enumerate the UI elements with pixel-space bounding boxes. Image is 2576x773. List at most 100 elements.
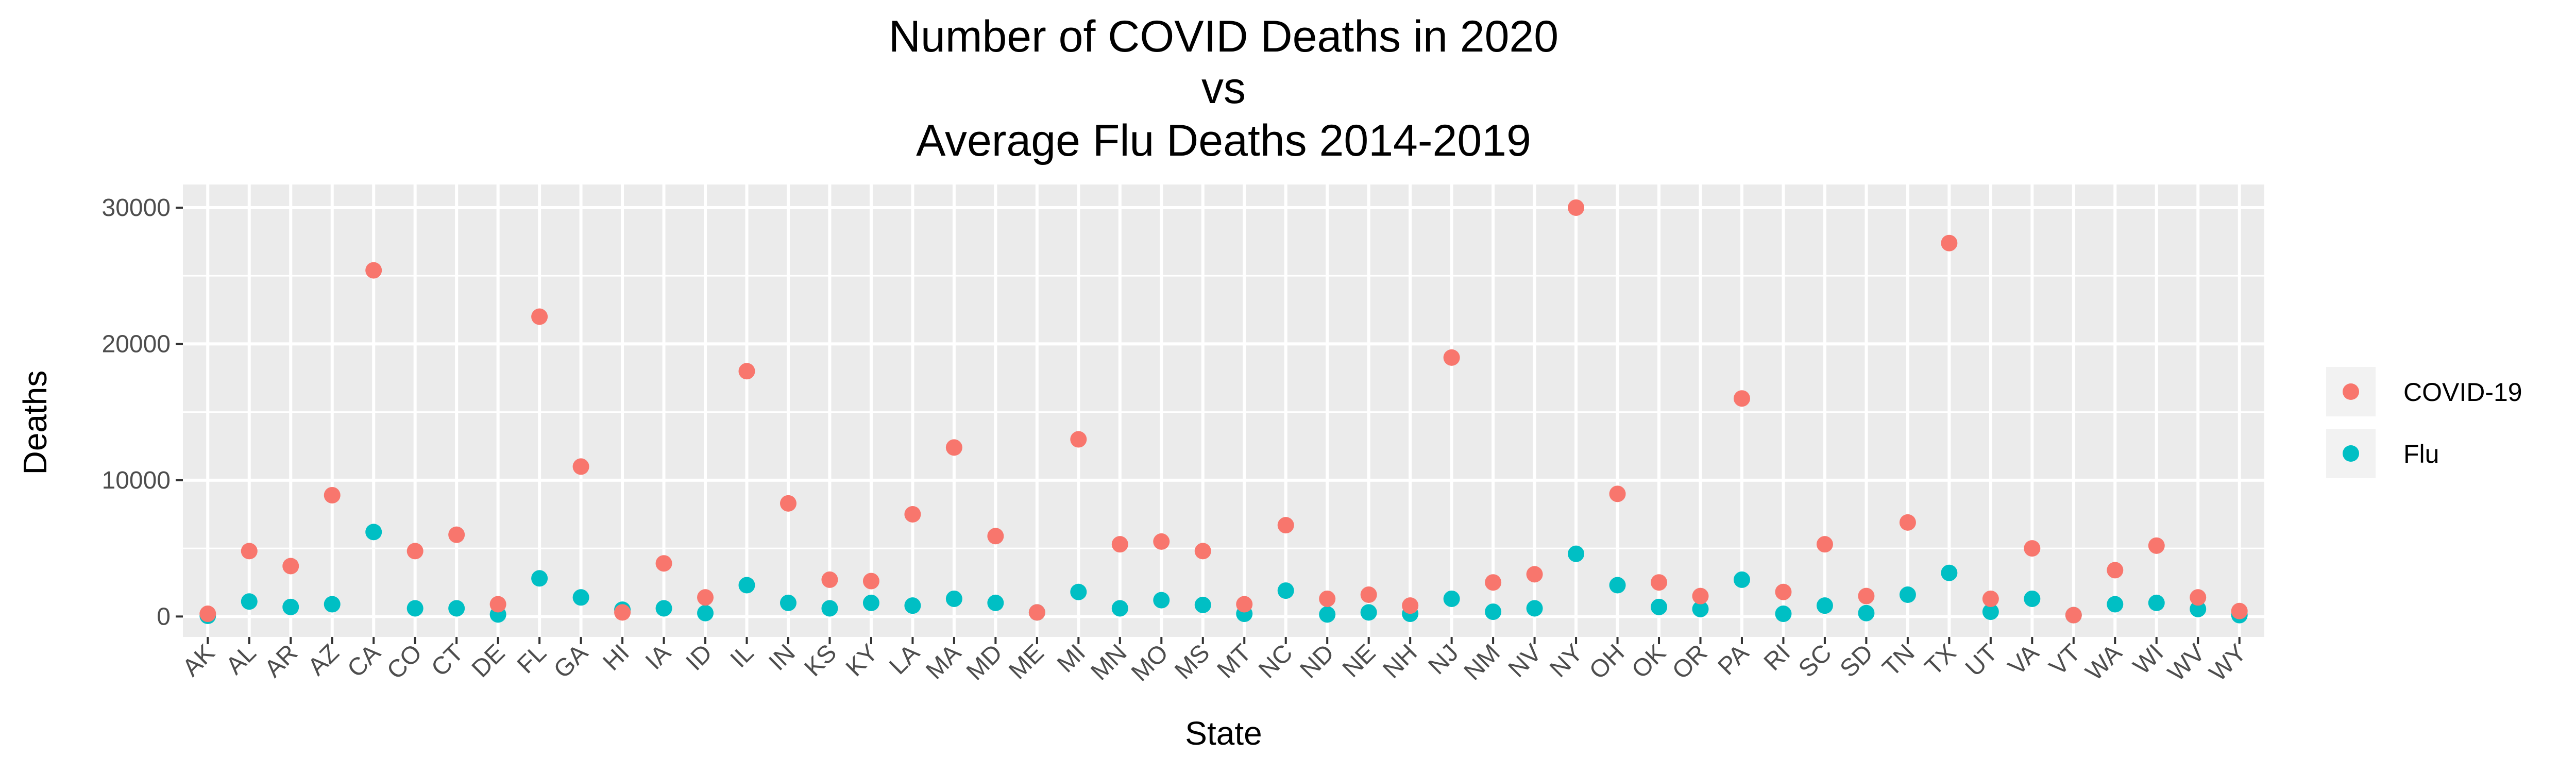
point-flu-ri — [1775, 606, 1792, 623]
minor-gridlines — [183, 275, 2264, 549]
point-covid-19-mo — [1153, 533, 1170, 550]
x-tick-label: RI — [1759, 639, 1795, 676]
point-flu-pa — [1733, 571, 1750, 588]
x-tick-label: ND — [1295, 639, 1339, 683]
point-covid-19-ny — [1568, 199, 1585, 216]
point-flu-az — [324, 596, 341, 613]
y-tick-label: 0 — [157, 603, 171, 630]
point-covid-19-ks — [821, 571, 838, 588]
x-tick-label: UT — [1960, 639, 2003, 682]
point-covid-19-la — [904, 506, 921, 523]
legend-key — [2343, 383, 2359, 400]
point-covid-19-nm — [1485, 574, 1502, 591]
major-gridlines — [183, 184, 2264, 637]
legend: COVID-19 Flu — [2324, 358, 2576, 486]
x-tick-label: AL — [221, 639, 262, 680]
x-tick-label: HI — [598, 639, 634, 676]
point-covid-19-fl — [531, 308, 548, 325]
x-tick-label: GA — [549, 639, 594, 684]
point-covid-19-me — [1028, 604, 1045, 621]
point-covid-19-ar — [282, 558, 299, 575]
x-tick-label: TX — [1920, 639, 1961, 681]
data-points — [199, 199, 2248, 625]
y-tick-label: 10000 — [102, 467, 171, 494]
point-covid-19-ne — [1360, 586, 1377, 603]
point-covid-19-nj — [1443, 349, 1460, 366]
point-covid-19-il — [738, 363, 755, 380]
plot-panel — [183, 184, 2264, 637]
point-covid-19-nd — [1319, 590, 1336, 607]
x-tick-label: NE — [1337, 639, 1381, 683]
point-flu-wi — [2148, 594, 2165, 611]
x-tick-label: KS — [799, 639, 842, 682]
point-covid-19-wa — [2107, 562, 2124, 579]
x-tick-label: VT — [2044, 639, 2086, 681]
point-flu-mn — [1111, 600, 1128, 617]
point-covid-19-ct — [448, 526, 465, 543]
x-tick-label: NV — [1503, 639, 1547, 683]
x-tick-label: FL — [512, 639, 552, 679]
point-flu-ny — [1568, 545, 1585, 562]
point-flu-wv — [2190, 600, 2207, 617]
point-covid-19-in — [779, 495, 796, 512]
point-flu-sc — [1816, 597, 1833, 614]
x-tick-label: AZ — [303, 639, 345, 681]
x-tick-label: MI — [1052, 639, 1091, 678]
point-flu-fl — [531, 570, 548, 587]
point-covid-19-md — [987, 528, 1004, 545]
x-tick-label: NY — [1545, 639, 1588, 683]
point-flu-la — [904, 597, 921, 614]
legend-entry: Flu — [2403, 440, 2439, 468]
x-tick-label: OR — [1667, 639, 1713, 684]
x-tick-label: NM — [1459, 639, 1505, 685]
point-flu-ma — [945, 590, 962, 607]
title-line-2: vs — [1201, 63, 1246, 113]
x-tick-label: WI — [2128, 639, 2169, 680]
x-tick-label: TN — [1877, 639, 1920, 682]
x-tick-label: NH — [1378, 639, 1422, 683]
x-tick-label: NC — [1253, 639, 1298, 683]
x-tick-label: WA — [2080, 639, 2127, 686]
point-covid-19-id — [697, 589, 714, 606]
chart-title: Number of COVID Deaths in 2020 vs Averag… — [889, 12, 1558, 165]
y-tick-label: 20000 — [102, 330, 171, 358]
x-axis-title: State — [1185, 715, 1262, 752]
point-covid-19-ia — [655, 555, 672, 572]
point-flu-ms — [1194, 596, 1211, 613]
x-tick-label: CA — [342, 639, 386, 683]
x-tick-label: LA — [884, 639, 925, 680]
point-flu-nv — [1526, 600, 1543, 617]
x-tick-label: MN — [1086, 639, 1132, 685]
point-flu-md — [987, 594, 1004, 611]
title-line-3: Average Flu Deaths 2014-2019 — [916, 116, 1531, 165]
point-flu-mi — [1070, 583, 1087, 600]
point-flu-il — [738, 577, 755, 594]
point-flu-ks — [821, 600, 838, 617]
x-tick-label: AR — [259, 639, 303, 683]
point-flu-nd — [1319, 606, 1336, 623]
point-covid-19-az — [324, 486, 341, 503]
point-covid-19-ma — [945, 439, 962, 456]
point-flu-co — [406, 600, 423, 617]
point-covid-19-vt — [2065, 607, 2082, 624]
x-tick-label: ID — [681, 639, 717, 676]
point-flu-wa — [2107, 596, 2124, 613]
point-flu-mo — [1153, 592, 1170, 609]
point-flu-ca — [365, 524, 382, 541]
point-flu-ky — [862, 594, 879, 611]
point-flu-nm — [1485, 603, 1502, 620]
point-covid-19-mt — [1236, 596, 1253, 613]
point-covid-19-hi — [614, 604, 631, 621]
point-covid-19-ga — [572, 458, 589, 475]
x-tick-label: OK — [1626, 639, 1671, 684]
title-line-1: Number of COVID Deaths in 2020 — [889, 12, 1558, 61]
point-flu-tn — [1899, 586, 1916, 603]
point-flu-ia — [655, 600, 672, 617]
point-flu-nj — [1443, 590, 1460, 607]
x-tick-label: SD — [1835, 639, 1879, 683]
x-tick-label: NJ — [1423, 639, 1464, 680]
point-covid-19-wv — [2190, 589, 2207, 606]
point-flu-ne — [1360, 604, 1377, 621]
point-covid-19-mi — [1070, 431, 1087, 448]
